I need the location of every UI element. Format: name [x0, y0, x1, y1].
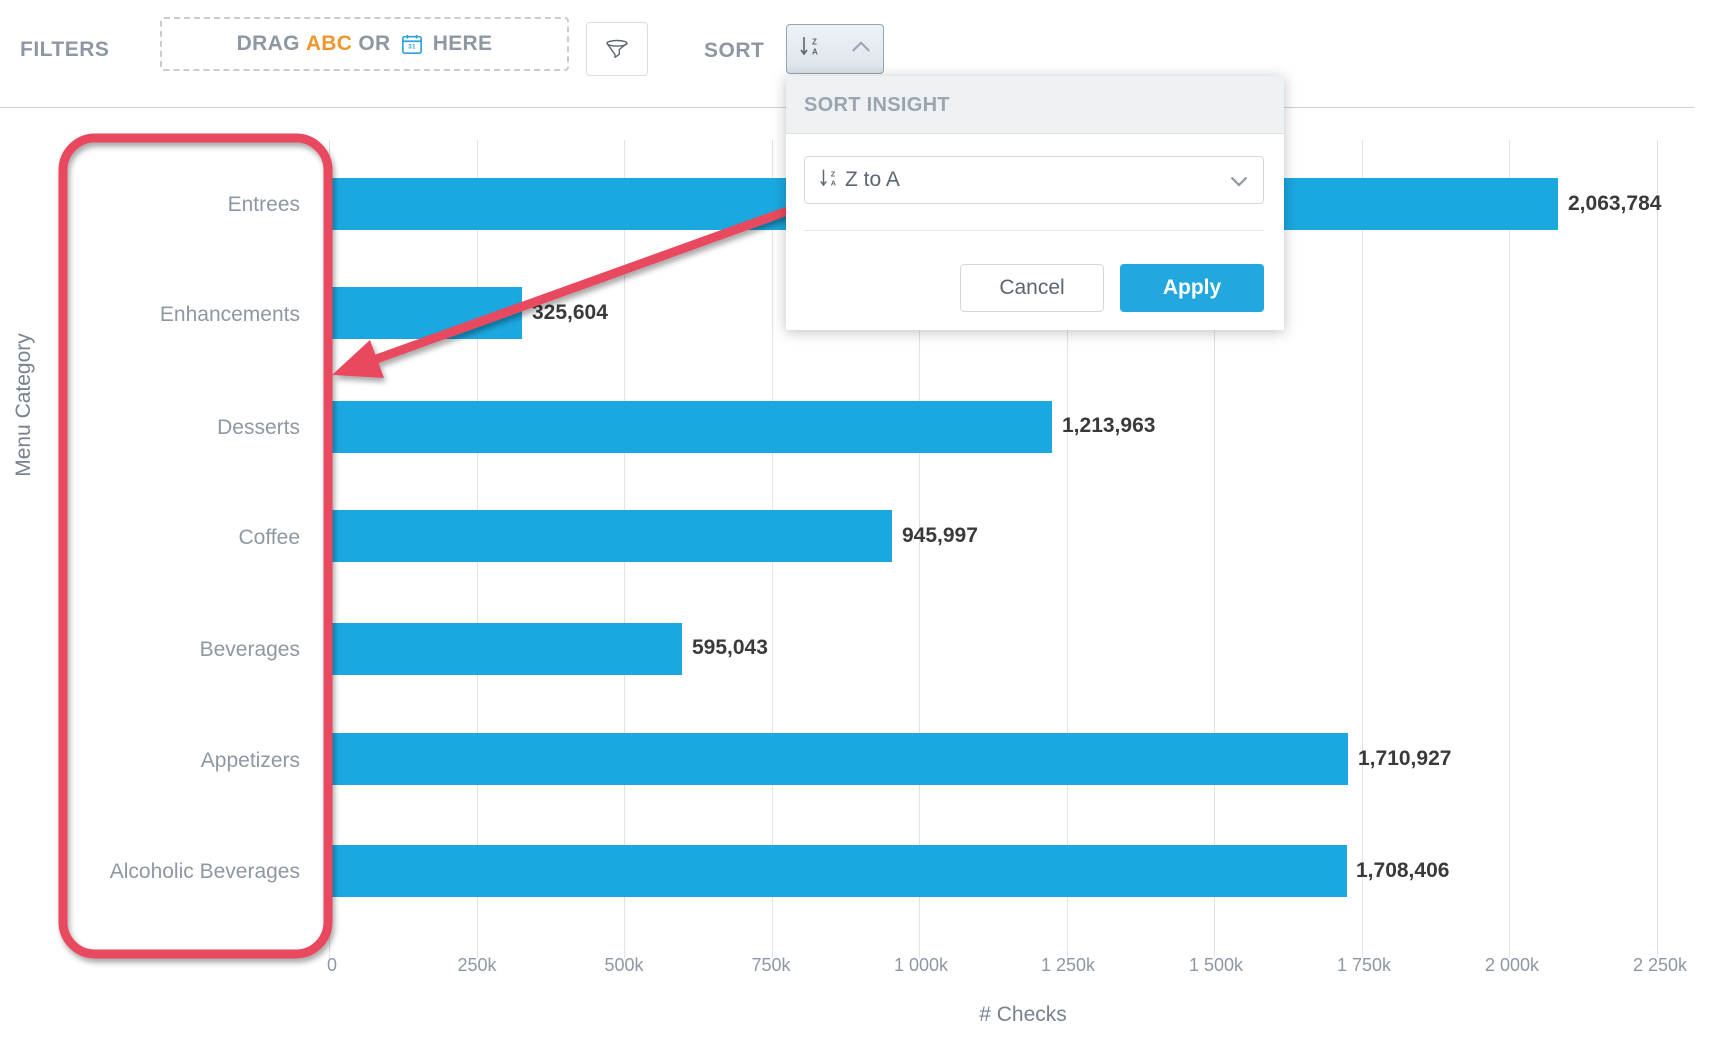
svg-text:A: A — [831, 178, 836, 187]
svg-text:Z: Z — [831, 169, 836, 178]
